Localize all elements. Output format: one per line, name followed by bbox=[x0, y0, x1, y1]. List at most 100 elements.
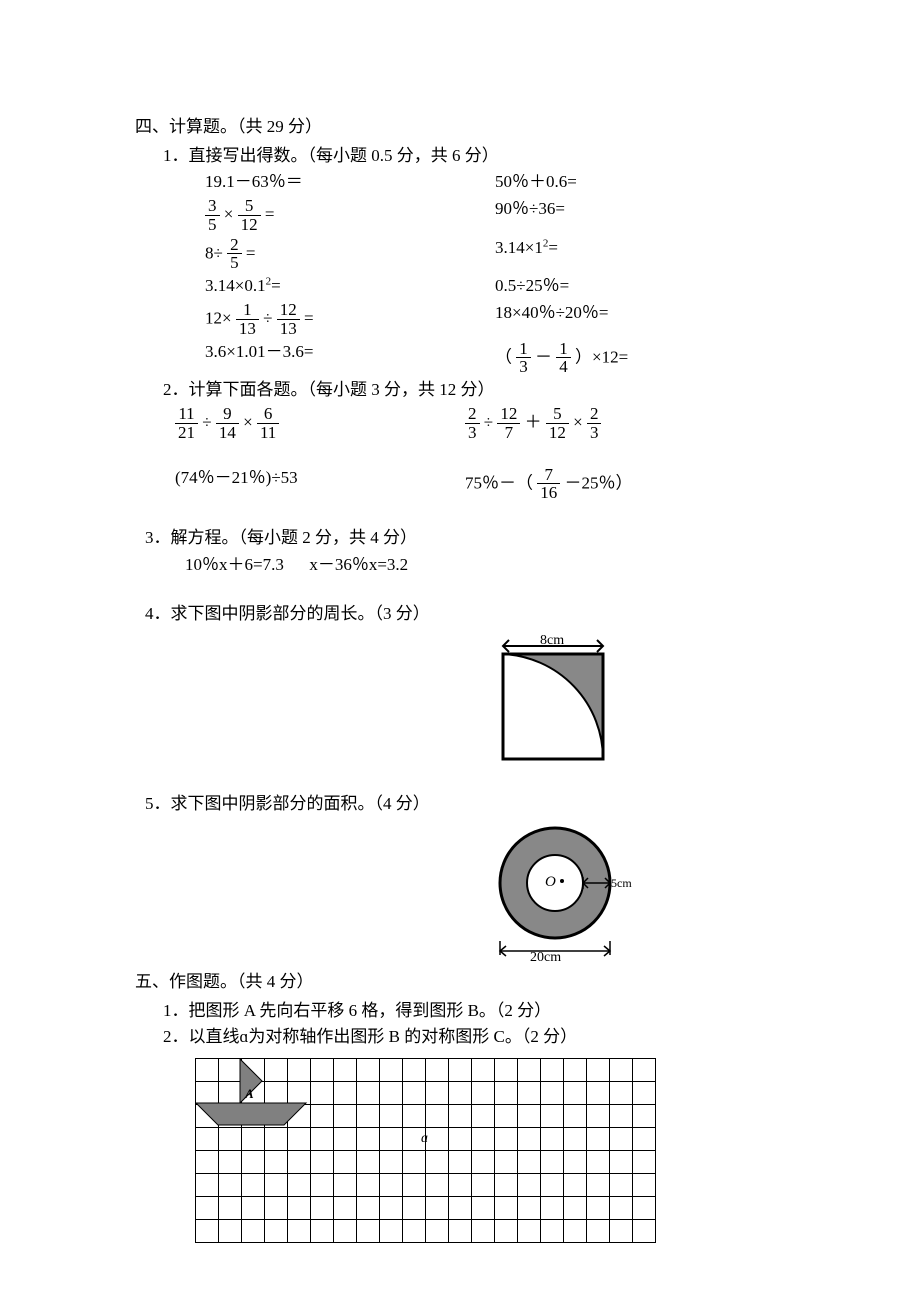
q1-r0-left: 19.1－63％＝ bbox=[205, 170, 495, 195]
grid-cell bbox=[610, 1197, 633, 1220]
grid-cell bbox=[380, 1059, 403, 1082]
grid-cell bbox=[610, 1174, 633, 1197]
grid-cell bbox=[472, 1059, 495, 1082]
fraction-9-14: 914 bbox=[216, 405, 239, 442]
q5-figure-wrap: O 20cm 5cm bbox=[135, 823, 800, 971]
section4-q3-title: 3．解方程。（每小题 2 分，共 4 分） bbox=[135, 526, 800, 551]
q1-row-2: 8÷ 25 = 3.14×12= bbox=[135, 236, 800, 273]
grid-cell bbox=[403, 1151, 426, 1174]
grid-cell bbox=[587, 1105, 610, 1128]
fraction-5-12b: 512 bbox=[546, 405, 569, 442]
grid-cell bbox=[403, 1128, 426, 1151]
grid-cell bbox=[288, 1059, 311, 1082]
fraction-2-3b: 23 bbox=[587, 405, 602, 442]
grid-cell bbox=[357, 1128, 380, 1151]
grid-figure: A ɑ bbox=[135, 1058, 800, 1243]
grid-cell bbox=[242, 1220, 265, 1243]
grid-cell bbox=[610, 1105, 633, 1128]
grid-cell bbox=[403, 1105, 426, 1128]
grid-cell bbox=[472, 1082, 495, 1105]
grid-cell bbox=[495, 1174, 518, 1197]
grid-cell bbox=[265, 1220, 288, 1243]
q4-figure: 8cm bbox=[485, 632, 625, 790]
grid-cell bbox=[541, 1174, 564, 1197]
grid-cell bbox=[633, 1082, 656, 1105]
grid-cell bbox=[426, 1174, 449, 1197]
grid-cell bbox=[518, 1105, 541, 1128]
fraction-11-21: 1121 bbox=[175, 405, 198, 442]
grid-cell bbox=[311, 1082, 334, 1105]
grid-cell bbox=[311, 1197, 334, 1220]
grid-cell bbox=[564, 1059, 587, 1082]
section4-q3-eqs: 10％x＋6=7.3 x－36％x=3.2 bbox=[135, 553, 800, 578]
grid-cell bbox=[426, 1128, 449, 1151]
grid-cell bbox=[633, 1220, 656, 1243]
grid-cell bbox=[196, 1151, 219, 1174]
grid-cell bbox=[564, 1220, 587, 1243]
grid-cell bbox=[541, 1197, 564, 1220]
grid-cell bbox=[357, 1151, 380, 1174]
grid-cell bbox=[196, 1220, 219, 1243]
grid-cell bbox=[242, 1128, 265, 1151]
grid-cell bbox=[633, 1059, 656, 1082]
section4-q1-title: 1．直接写出得数。（每小题 0.5 分，共 6 分） bbox=[135, 144, 800, 169]
grid-cell bbox=[541, 1128, 564, 1151]
q4-width-label: 8cm bbox=[540, 633, 564, 648]
q2-r1-right: 75％－（ 716 －25％） bbox=[465, 466, 765, 503]
q2-r1-left: (74％－21％)÷53 bbox=[175, 466, 465, 503]
fraction-7-16: 716 bbox=[537, 466, 560, 503]
grid-cell bbox=[564, 1128, 587, 1151]
q1-r1-left: 35 × 512 = bbox=[205, 197, 495, 234]
grid-cell bbox=[449, 1059, 472, 1082]
grid-cell bbox=[541, 1059, 564, 1082]
exam-page: 四、计算题。（共 29 分） 1．直接写出得数。（每小题 0.5 分，共 6 分… bbox=[0, 0, 920, 1303]
grid-cell bbox=[311, 1220, 334, 1243]
grid-cell bbox=[564, 1174, 587, 1197]
q1-r4-left: 12× 113 ÷ 1213 = bbox=[205, 301, 495, 338]
grid-cell bbox=[265, 1174, 288, 1197]
grid-cell bbox=[334, 1128, 357, 1151]
q5-center-label: O bbox=[545, 874, 556, 890]
grid-cell bbox=[403, 1197, 426, 1220]
grid-cell bbox=[426, 1059, 449, 1082]
grid-cell bbox=[242, 1197, 265, 1220]
grid-cell bbox=[288, 1151, 311, 1174]
grid-cell bbox=[311, 1151, 334, 1174]
grid-cell bbox=[196, 1059, 219, 1082]
grid-cell bbox=[587, 1197, 610, 1220]
q1-row-0: 19.1－63％＝ 50％＋0.6= bbox=[135, 170, 800, 195]
q1-r3-left: 3.14×0.12= bbox=[205, 274, 495, 299]
grid-cell bbox=[357, 1220, 380, 1243]
grid-cell bbox=[449, 1128, 472, 1151]
grid-cell bbox=[564, 1105, 587, 1128]
grid-cell bbox=[541, 1151, 564, 1174]
grid-cell bbox=[357, 1174, 380, 1197]
grid-cell bbox=[495, 1220, 518, 1243]
q5-gap-label: 5cm bbox=[611, 876, 632, 890]
grid-cell bbox=[564, 1151, 587, 1174]
grid-cell bbox=[610, 1128, 633, 1151]
grid-cell bbox=[242, 1059, 265, 1082]
grid-cell bbox=[196, 1174, 219, 1197]
fraction-2-5: 25 bbox=[227, 236, 242, 273]
grid-cell bbox=[541, 1220, 564, 1243]
section5-q1: 1．把图形 A 先向右平移 6 格，得到图形 B。（2 分） bbox=[135, 999, 800, 1024]
grid-cell bbox=[610, 1059, 633, 1082]
grid-cell bbox=[495, 1128, 518, 1151]
section4-q4-title: 4．求下图中阴影部分的周长。（3 分） bbox=[135, 602, 800, 627]
grid-cell bbox=[633, 1197, 656, 1220]
grid-cell bbox=[334, 1197, 357, 1220]
section5-q2: 2．以直线ɑ为对称轴作出图形 B 的对称图形 C。（2 分） bbox=[135, 1025, 800, 1050]
grid-cell bbox=[403, 1174, 426, 1197]
grid-cell bbox=[403, 1059, 426, 1082]
grid-cell bbox=[334, 1174, 357, 1197]
q2-r0-right: 23 ÷ 127 ＋ 512 × 23 bbox=[465, 405, 765, 442]
grid-cell bbox=[357, 1197, 380, 1220]
grid-cell bbox=[495, 1059, 518, 1082]
grid-cell bbox=[518, 1174, 541, 1197]
grid-table bbox=[195, 1058, 656, 1243]
grid-cell bbox=[518, 1059, 541, 1082]
section4-q5-title: 5．求下图中阴影部分的面积。（4 分） bbox=[135, 792, 800, 817]
fraction-6-11: 611 bbox=[257, 405, 279, 442]
grid-cell bbox=[311, 1174, 334, 1197]
